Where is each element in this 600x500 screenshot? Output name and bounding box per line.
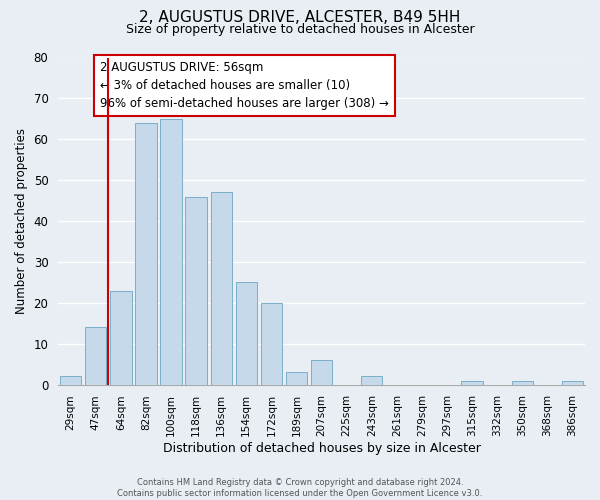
Bar: [60, 376, 82, 384]
Bar: [236, 282, 257, 384]
Bar: [160, 119, 182, 384]
Bar: [85, 328, 106, 384]
Bar: [185, 196, 207, 384]
Bar: [110, 290, 131, 384]
Bar: [211, 192, 232, 384]
Y-axis label: Number of detached properties: Number of detached properties: [15, 128, 28, 314]
X-axis label: Distribution of detached houses by size in Alcester: Distribution of detached houses by size …: [163, 442, 481, 455]
Bar: [286, 372, 307, 384]
Bar: [461, 380, 483, 384]
Text: Contains HM Land Registry data © Crown copyright and database right 2024.
Contai: Contains HM Land Registry data © Crown c…: [118, 478, 482, 498]
Bar: [361, 376, 382, 384]
Text: Size of property relative to detached houses in Alcester: Size of property relative to detached ho…: [125, 22, 475, 36]
Text: 2 AUGUSTUS DRIVE: 56sqm
← 3% of detached houses are smaller (10)
96% of semi-det: 2 AUGUSTUS DRIVE: 56sqm ← 3% of detached…: [100, 61, 389, 110]
Bar: [311, 360, 332, 384]
Bar: [261, 303, 282, 384]
Bar: [135, 123, 157, 384]
Bar: [512, 380, 533, 384]
Bar: [562, 380, 583, 384]
Text: 2, AUGUSTUS DRIVE, ALCESTER, B49 5HH: 2, AUGUSTUS DRIVE, ALCESTER, B49 5HH: [139, 10, 461, 25]
